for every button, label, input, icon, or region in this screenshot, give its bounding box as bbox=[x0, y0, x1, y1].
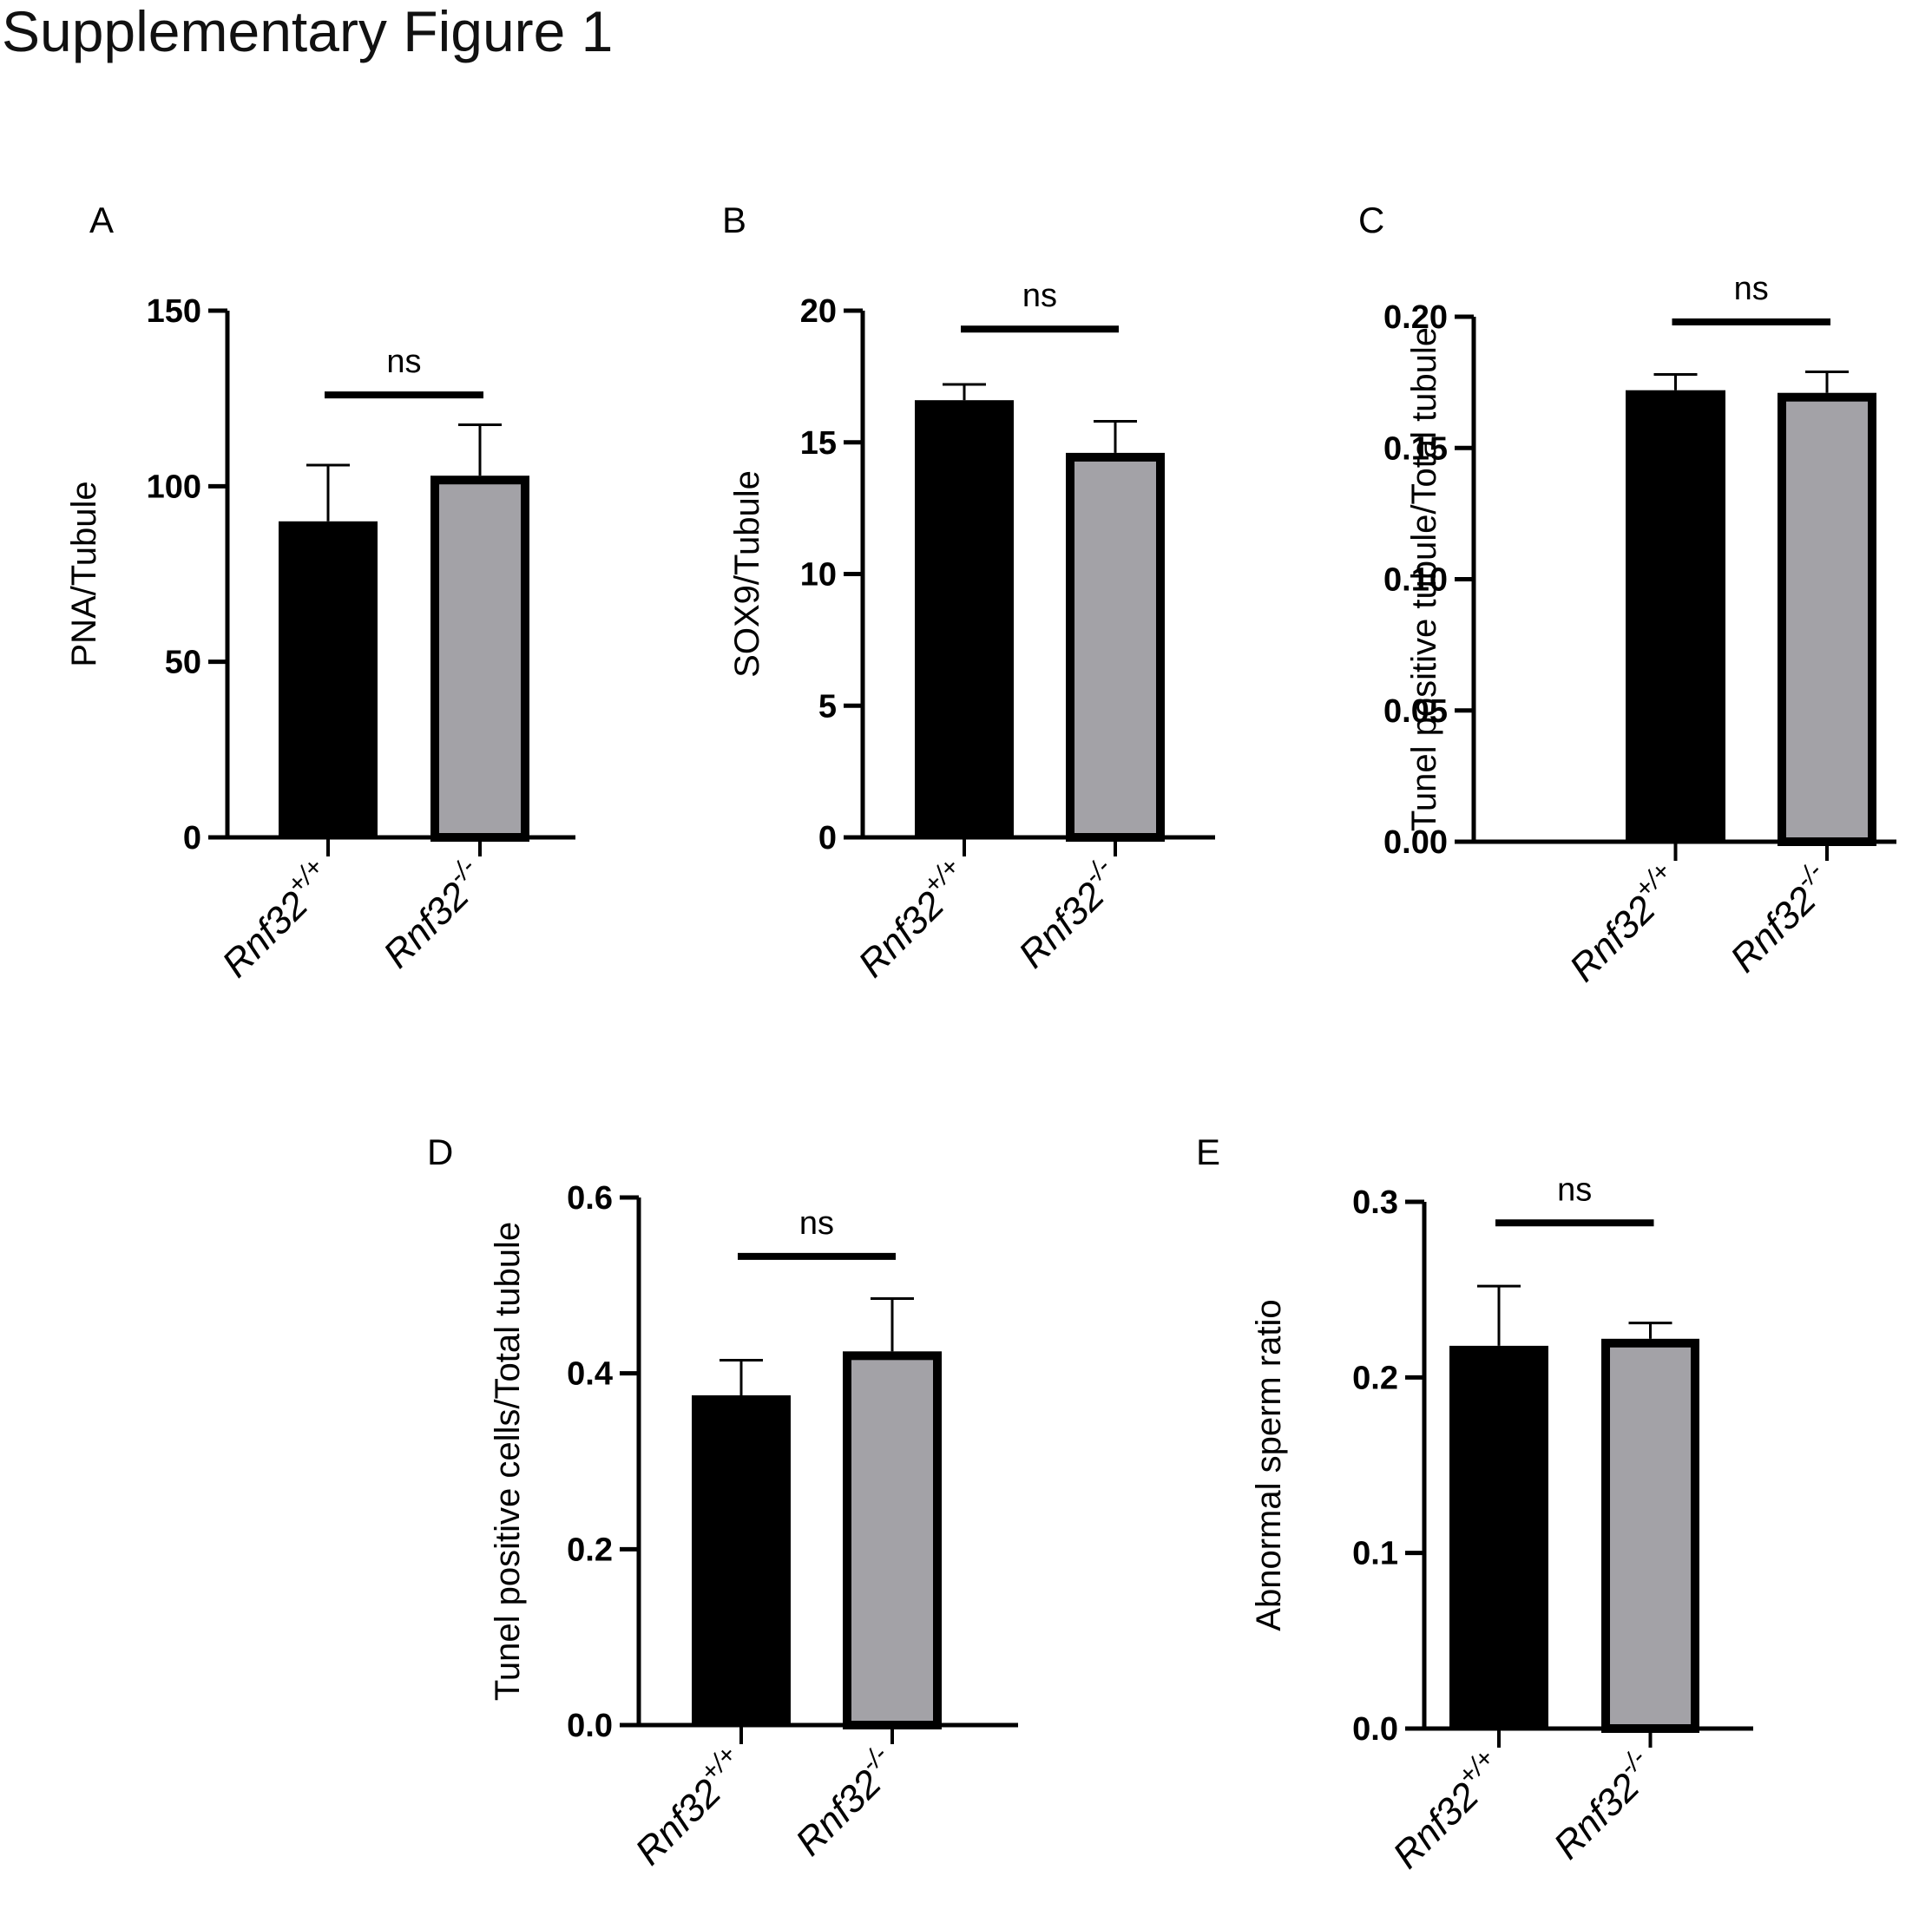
y-tick-label: 0.0 bbox=[1352, 1711, 1398, 1748]
panel-b: B 0 5 10 15 20 SOX9/Tubule Rnf32+/+ Rnf32-/- ns bbox=[722, 200, 1215, 986]
y-tick-label: 0.00 bbox=[1383, 824, 1448, 861]
x-tick-label: Rnf32-/- bbox=[371, 852, 495, 976]
y-tick-label: 150 bbox=[147, 293, 201, 330]
y-tick-label: 0.3 bbox=[1352, 1184, 1398, 1221]
y-tick-label: 100 bbox=[147, 469, 201, 505]
significance-label: ns bbox=[1022, 278, 1057, 314]
y-axis-label: Tunel positive tubule/Total tubule bbox=[1405, 327, 1443, 831]
bar-e-wildtype bbox=[1449, 1345, 1548, 1729]
y-tick-label: 0.6 bbox=[567, 1180, 613, 1217]
significance-label: ns bbox=[1557, 1171, 1592, 1208]
y-tick-label: 50 bbox=[165, 645, 201, 681]
y-tick-label: 0.2 bbox=[567, 1532, 613, 1568]
bar-c-wildtype bbox=[1626, 390, 1725, 842]
x-tick-label: Rnf32+/+ bbox=[846, 852, 979, 985]
panel-e: E 0.0 0.1 0.2 0.3 Abnormal sperm ratio Rnf32+/… bbox=[1196, 1132, 1753, 1877]
y-tick-label: 0 bbox=[818, 820, 837, 856]
bar-b-knockout bbox=[1066, 452, 1165, 842]
x-tick-label: Rnf32-/- bbox=[783, 1740, 907, 1864]
bar-c-knockout bbox=[1778, 392, 1876, 847]
y-tick-label: 15 bbox=[800, 425, 837, 462]
y-tick-label: 0.10 bbox=[1383, 562, 1448, 599]
y-axis-label: Tunel positive cells/Total tubule bbox=[489, 1222, 527, 1701]
bar-b-wildtype bbox=[915, 400, 1014, 837]
x-tick-label: Rnf32-/- bbox=[1541, 1743, 1666, 1867]
panel-letter: D bbox=[427, 1132, 453, 1172]
significance-label: ns bbox=[1734, 271, 1769, 307]
panel-letter: A bbox=[89, 200, 114, 240]
panel-letter: E bbox=[1196, 1132, 1220, 1172]
significance-label: ns bbox=[386, 344, 421, 380]
x-tick-label: Rnf32+/+ bbox=[210, 852, 343, 985]
panel-d: D 0.0 0.2 0.4 0.6 Tunel positive cells/Total … bbox=[427, 1132, 1018, 1873]
y-tick-label: 0.4 bbox=[567, 1356, 613, 1393]
y-tick-label: 0 bbox=[183, 820, 201, 856]
x-tick-label: Rnf32+/+ bbox=[1557, 856, 1690, 989]
y-axis-label: SOX9/Tubule bbox=[728, 470, 766, 678]
y-tick-label: 0.2 bbox=[1352, 1360, 1398, 1396]
x-tick-label: Rnf32+/+ bbox=[623, 1740, 756, 1873]
significance-label: ns bbox=[799, 1205, 834, 1242]
y-axis-label: Abnormal sperm ratio bbox=[1250, 1299, 1288, 1630]
y-tick-label: 0.15 bbox=[1383, 430, 1448, 467]
bar-d-knockout bbox=[843, 1351, 942, 1730]
panel-letter: B bbox=[722, 200, 746, 240]
bar-a-wildtype bbox=[279, 521, 378, 837]
x-tick-label: Rnf32-/- bbox=[1718, 856, 1842, 981]
y-tick-label: 10 bbox=[800, 557, 837, 594]
y-tick-label: 0.0 bbox=[567, 1708, 613, 1744]
y-tick-label: 0.1 bbox=[1352, 1536, 1398, 1572]
y-tick-label: 0.20 bbox=[1383, 299, 1448, 336]
panel-letter: C bbox=[1358, 200, 1384, 240]
panel-a: A 0 50 100 150 PNA/Tubule Rnf32+/+ Rnf32-/- ns bbox=[65, 200, 575, 986]
y-tick-label: 20 bbox=[800, 293, 837, 330]
y-tick-label: 0.05 bbox=[1383, 693, 1448, 730]
figure-title: Supplementary Figure 1 bbox=[2, 0, 614, 63]
x-tick-label: Rnf32+/+ bbox=[1381, 1743, 1514, 1876]
bar-d-wildtype bbox=[692, 1395, 791, 1725]
y-axis-label: PNA/Tubule bbox=[65, 481, 103, 666]
x-tick-label: Rnf32-/- bbox=[1006, 852, 1130, 976]
bar-e-knockout bbox=[1601, 1338, 1699, 1733]
y-tick-label: 5 bbox=[818, 688, 837, 725]
bar-a-knockout bbox=[430, 476, 529, 843]
